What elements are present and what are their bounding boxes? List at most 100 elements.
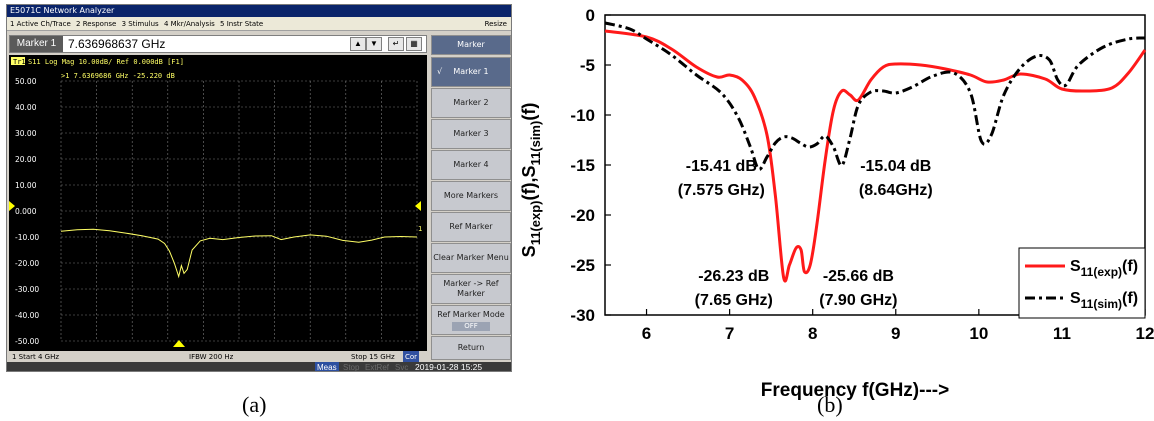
peak-annotation: (7.575 GHz) [678, 182, 765, 199]
network-analyzer-screenshot: E5071C Network Analyzer 1 Active Ch/Trac… [6, 4, 512, 372]
s11-trace [60, 228, 418, 279]
y-tick-label: 0.000 [15, 207, 37, 216]
resize-button[interactable]: Resize [484, 20, 507, 28]
x-tick-label: 7 [725, 324, 734, 343]
status-bar: Meas Stop ExtRef Svc 2019-01-28 15:25 [7, 362, 511, 372]
y-axis-label: S11(exp)(f),S11(sim)(f) [520, 103, 543, 258]
chart-svg: 0 -5 -10 -15 -20 -25 -30 6 7 8 9 10 11 12 -15.41 dB (7… [519, 6, 1154, 401]
y-tick-label: 20.00 [15, 155, 37, 164]
enter-icon[interactable]: ↵ [388, 37, 404, 51]
analyzer-screen: Tr1 S11 Log Mag 10.00dB/ Ref 0.000dB [F1… [9, 55, 427, 351]
menu-response[interactable]: 2 Response [76, 20, 117, 28]
extref-status: ExtRef [365, 363, 390, 372]
y-tick-label: 40.00 [15, 103, 37, 112]
softkey-return[interactable]: Return [431, 336, 511, 360]
caption-b: (b) [817, 392, 843, 417]
softkey-marker-4[interactable]: Marker 4 [431, 150, 511, 180]
y-label-sub-2: 11(sim) [528, 121, 543, 166]
marker-entry-label: Marker 1 [10, 36, 63, 52]
peak-annotation: (8.64GHz) [859, 182, 933, 199]
softkey-clear-marker-menu[interactable]: Clear Marker Menu [431, 243, 511, 273]
trace-tag [11, 57, 25, 65]
y-tick-label: -30 [570, 306, 595, 325]
y-tick-label: 0 [586, 6, 595, 25]
softkey-ref-marker[interactable]: Ref Marker [431, 212, 511, 242]
softkey-title: Marker [431, 35, 511, 55]
s11-comparison-chart: 0 -5 -10 -15 -20 -25 -30 6 7 8 9 10 11 12 -15.41 dB (7… [519, 0, 1154, 401]
cor-badge: Cor [403, 351, 420, 363]
y-tick-label: -15 [570, 156, 595, 175]
softkey-marker-1[interactable]: √ Marker 1 [431, 57, 511, 87]
series-line-exp [604, 29, 1147, 283]
y-tick-label: -25 [570, 256, 595, 275]
softkey-more-markers[interactable]: More Markers [431, 181, 511, 211]
x-tick-label: 10 [969, 324, 988, 343]
ifbw-value: IFBW 200 Hz [189, 353, 234, 361]
svc-status: Svc [395, 363, 409, 372]
softkey-panel: Marker √ Marker 1 Marker 2 Marker 3 Mark… [431, 35, 511, 360]
y-tick-label: -5 [580, 56, 595, 75]
marker-frequency-input[interactable]: 7.636968637 GHz [68, 37, 166, 51]
y-tick-label: -10.00 [15, 233, 39, 242]
softkey-ref-marker-mode[interactable]: Ref Marker Mode OFF [431, 305, 511, 335]
y-label-sub-1: 11(exp) [528, 200, 543, 245]
stop-status: Stop [343, 363, 360, 372]
legend-label-exp: S11(exp)(f) [1070, 258, 1138, 279]
softkey-label: Marker 1 [453, 67, 489, 76]
peak-annotation: -15.41 dB [686, 158, 757, 175]
peak-annotation: (7.65 GHz) [695, 292, 773, 309]
peak-annotation: -25.66 dB [823, 268, 894, 285]
y-tick-label: -20.00 [15, 259, 39, 268]
trace-tag-text: Tr1 [13, 58, 26, 66]
spin-down-icon[interactable]: ▼ [366, 37, 382, 51]
y-tick-label: -10 [570, 106, 595, 125]
analyzer-footer: 1 Start 4 GHz IFBW 200 Hz Stop 15 GHz Co… [9, 351, 427, 363]
spin-up-icon[interactable]: ▲ [350, 37, 366, 51]
y-tick-label: 50.00 [15, 77, 37, 86]
window-title: E5071C Network Analyzer [7, 5, 511, 17]
menu-stimulus[interactable]: 3 Stimulus [121, 20, 159, 28]
ref-right-arrow-icon [415, 201, 421, 211]
y-tick-label: 30.00 [15, 129, 37, 138]
series-line-sim [604, 21, 1146, 171]
peak-annotation: (7.90 GHz) [819, 292, 897, 309]
peak-annotation: -15.04 dB [860, 158, 931, 175]
keypad-icon[interactable]: ▦ [406, 37, 422, 51]
check-icon: √ [437, 67, 443, 76]
start-frequency: 1 Start 4 GHz [12, 353, 60, 361]
y-tick-label: -50.00 [15, 337, 39, 346]
trace-number-label: 1 [418, 225, 422, 233]
x-tick-label: 11 [1053, 324, 1071, 343]
ref-marker-mode-value: OFF [452, 321, 490, 331]
menu-active-ch-trace[interactable]: 1 Active Ch/Trace [10, 20, 71, 28]
x-tick-label: 6 [642, 324, 651, 343]
softkey-marker-2[interactable]: Marker 2 [431, 88, 511, 118]
legend-label-sim: S11(sim)(f) [1070, 290, 1138, 311]
x-tick-label: 9 [891, 324, 900, 343]
marker-triangle-icon[interactable] [173, 340, 185, 347]
y-label-part-1: S [520, 245, 539, 257]
softkey-label: Ref Marker Mode [437, 309, 505, 319]
y-tick-label: -40.00 [15, 311, 39, 320]
datetime: 2019-01-28 15:25 [415, 362, 483, 372]
softkey-marker-3[interactable]: Marker 3 [431, 119, 511, 149]
legend-box [1018, 247, 1146, 319]
y-tick-label: -30.00 [15, 285, 39, 294]
y-label-part-3: (f) [520, 103, 539, 121]
meas-status: Meas [315, 362, 339, 372]
y-tick-label: -20 [570, 206, 595, 225]
caption-a: (a) [242, 392, 267, 417]
menu-instr-state[interactable]: 5 Instr State [220, 20, 264, 28]
softkey-marker-to-ref[interactable]: Marker -> Ref Marker [431, 274, 511, 304]
y-label-part-2: (f),S [520, 165, 539, 200]
ref-left-arrow-icon [9, 201, 15, 211]
x-axis-label: Frequency f(GHz)---> [761, 380, 949, 400]
legend: S11(exp)(f) S11(sim)(f) [1018, 247, 1146, 319]
menu-bar: 1 Active Ch/Trace 2 Response 3 Stimulus … [7, 17, 511, 31]
marker-readout: >1 7.6369686 GHz -25.220 dB [61, 72, 175, 80]
analyzer-trace-display: Tr1 S11 Log Mag 10.00dB/ Ref 0.000dB [F1… [9, 55, 427, 347]
y-tick-label: 10.00 [15, 181, 37, 190]
x-tick-label: 12 [1136, 324, 1154, 343]
x-tick-label: 8 [808, 324, 817, 343]
menu-mkr-analysis[interactable]: 4 Mkr/Analysis [163, 20, 215, 28]
